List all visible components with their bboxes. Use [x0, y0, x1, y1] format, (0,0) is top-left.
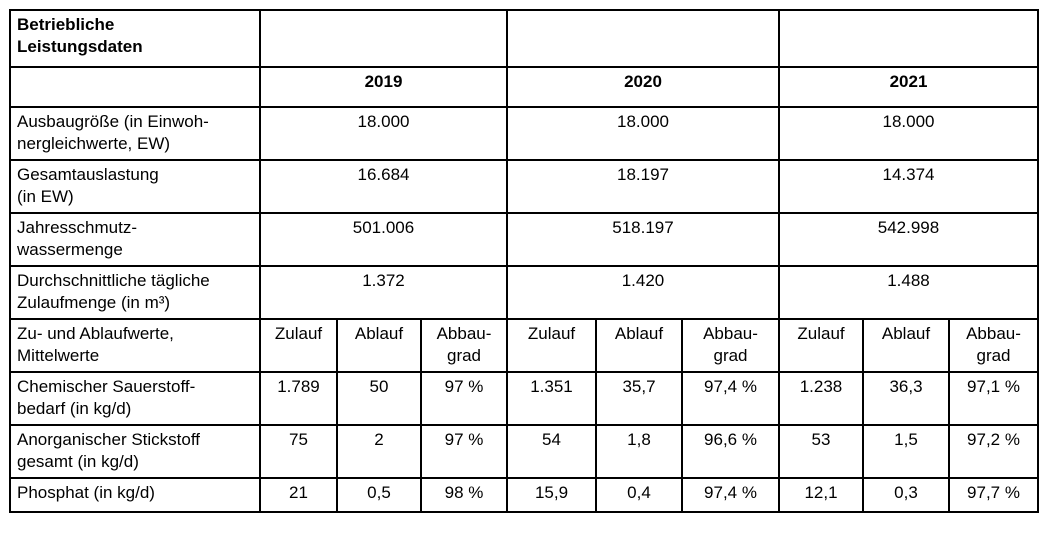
value-cell: 53: [778, 424, 864, 479]
value-cell: 97,1 %: [948, 371, 1039, 426]
value-cell: 97,2 %: [948, 424, 1039, 479]
value-cell: 1.351: [506, 371, 597, 426]
table-row: Gesamtauslastung (in EW) 16.684 18.197 14…: [9, 159, 1039, 214]
row-label: Anorganischer Stickstoff gesamt (in kg/d): [9, 424, 261, 479]
value-cell: 97 %: [420, 371, 508, 426]
value-cell: 12,1: [778, 477, 864, 513]
table-row: Chemischer Sauerstoff-bedarf (in kg/d) 1…: [9, 371, 1039, 426]
value-cell: 54: [506, 424, 597, 479]
value-cell: 1,5: [862, 424, 950, 479]
value-cell: 0,5: [336, 477, 422, 513]
empty-corner-cell: [9, 66, 261, 108]
value-cell: 16.684: [259, 159, 508, 214]
value-cell: 1.789: [259, 371, 338, 426]
table-row: Phosphat (in kg/d) 21 0,5 98 % 15,9 0,4 …: [9, 477, 1039, 513]
value-cell: 75: [259, 424, 338, 479]
row-label: Phosphat (in kg/d): [9, 477, 261, 513]
value-cell: 2: [336, 424, 422, 479]
value-cell: 97,7 %: [948, 477, 1039, 513]
value-cell: 1.372: [259, 265, 508, 320]
column-header-ablauf: Ablauf: [862, 318, 950, 373]
value-cell: 542.998: [778, 212, 1039, 267]
value-cell: 97,4 %: [681, 477, 780, 513]
column-header-ablauf: Ablauf: [336, 318, 422, 373]
value-cell: 97 %: [420, 424, 508, 479]
value-cell: 18.197: [506, 159, 780, 214]
value-cell: 18.000: [778, 106, 1039, 161]
year-header-2021: 2021: [778, 66, 1039, 108]
value-cell: 18.000: [506, 106, 780, 161]
value-cell: 98 %: [420, 477, 508, 513]
value-cell: 50: [336, 371, 422, 426]
value-cell: 14.374: [778, 159, 1039, 214]
value-cell: 15,9: [506, 477, 597, 513]
table-row: Jahresschmutz-wassermenge 501.006 518.19…: [9, 212, 1039, 267]
value-cell: 35,7: [595, 371, 683, 426]
column-header-zulauf: Zulauf: [259, 318, 338, 373]
value-cell: 36,3: [862, 371, 950, 426]
table-row: Anorganischer Stickstoff gesamt (in kg/d)…: [9, 424, 1039, 479]
value-cell: 1.238: [778, 371, 864, 426]
performance-data-table: Betriebliche Leistungsdaten 2019 2020 202…: [9, 9, 1039, 513]
value-cell: 1.488: [778, 265, 1039, 320]
value-cell: 0,3: [862, 477, 950, 513]
row-label: Chemischer Sauerstoff-bedarf (in kg/d): [9, 371, 261, 426]
title-row: Betriebliche Leistungsdaten: [9, 9, 1039, 68]
table-row: Ausbaugröße (in Einwoh-nergleichwerte, E…: [9, 106, 1039, 161]
row-label: Zu- und Ablaufwerte, Mittelwerte: [9, 318, 261, 373]
value-cell: 18.000: [259, 106, 508, 161]
sub-header-row: Zu- und Ablaufwerte, Mittelwerte Zulauf A…: [9, 318, 1039, 373]
empty-header-cell: [778, 9, 1039, 68]
value-cell: 21: [259, 477, 338, 513]
column-header-abbaugrad: Abbau-grad: [420, 318, 508, 373]
column-header-zulauf: Zulauf: [778, 318, 864, 373]
row-label: Ausbaugröße (in Einwoh-nergleichwerte, E…: [9, 106, 261, 161]
column-header-zulauf: Zulauf: [506, 318, 597, 373]
value-cell: 96,6 %: [681, 424, 780, 479]
table-title: Betriebliche Leistungsdaten: [9, 9, 261, 68]
column-header-abbaugrad: Abbau-grad: [948, 318, 1039, 373]
column-header-abbaugrad: Abbau-grad: [681, 318, 780, 373]
row-label: Durchschnittliche tägliche Zulaufmenge (i…: [9, 265, 261, 320]
value-cell: 1,8: [595, 424, 683, 479]
table-row: Durchschnittliche tägliche Zulaufmenge (i…: [9, 265, 1039, 320]
empty-header-cell: [259, 9, 508, 68]
year-header-row: 2019 2020 2021: [9, 66, 1039, 108]
value-cell: 501.006: [259, 212, 508, 267]
row-label: Jahresschmutz-wassermenge: [9, 212, 261, 267]
value-cell: 518.197: [506, 212, 780, 267]
table-wrapper: Betriebliche Leistungsdaten 2019 2020 202…: [9, 9, 1039, 513]
value-cell: 0,4: [595, 477, 683, 513]
column-header-ablauf: Ablauf: [595, 318, 683, 373]
year-header-2019: 2019: [259, 66, 508, 108]
value-cell: 97,4 %: [681, 371, 780, 426]
empty-header-cell: [506, 9, 780, 68]
value-cell: 1.420: [506, 265, 780, 320]
year-header-2020: 2020: [506, 66, 780, 108]
row-label: Gesamtauslastung (in EW): [9, 159, 261, 214]
